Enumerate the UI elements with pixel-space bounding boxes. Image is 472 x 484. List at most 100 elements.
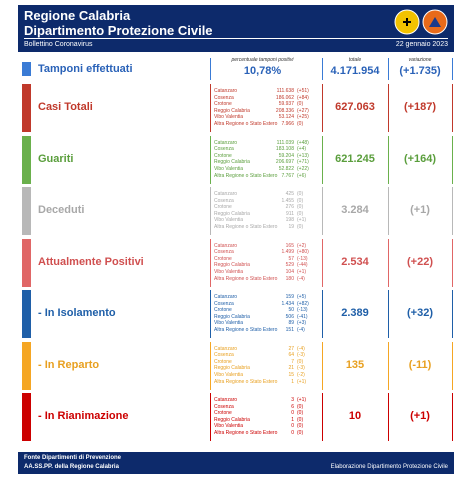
province-value: 64: [288, 352, 294, 359]
province-change: (0): [297, 423, 304, 430]
province-change: (+1): [297, 217, 307, 224]
province-value: 529: [285, 262, 294, 269]
province-change: (0): [297, 416, 304, 423]
province: Altra Regione o Stato Estero: [214, 430, 278, 436]
province: Catanzaro: [214, 242, 238, 249]
province-value: 111.039: [276, 139, 294, 146]
province-value: 19: [288, 224, 294, 230]
province-value: 52.822: [278, 165, 294, 172]
province-value: 3: [291, 397, 294, 403]
divider: [322, 238, 323, 287]
province-value: 198: [285, 217, 294, 224]
province: Catanzaro: [214, 294, 238, 300]
divider: [452, 238, 453, 287]
divider: [322, 341, 323, 390]
province: Catanzaro: [214, 397, 238, 403]
province-value: 27: [288, 345, 294, 352]
province: Cosenza: [214, 300, 234, 307]
province-change: (+5): [297, 294, 307, 300]
divider: [322, 84, 323, 132]
province-change: (+27): [297, 107, 309, 114]
total: 2.389: [341, 307, 369, 319]
province-value: 1.499: [281, 249, 294, 256]
province: Cosenza: [214, 146, 234, 153]
bulletin: Bollettino Coronavirus: [24, 41, 93, 48]
province: Catanzaro: [214, 139, 238, 146]
province-change: (+51): [297, 88, 309, 94]
province-value: 50: [288, 307, 294, 314]
province-value: 208.336: [275, 107, 294, 114]
divider: [388, 135, 389, 184]
province: Vibo Valentia: [214, 320, 244, 327]
province-value: 7.767: [281, 172, 294, 179]
province: Vibo Valentia: [214, 165, 244, 172]
province-value: 57: [288, 255, 294, 262]
province-value: 911: [286, 210, 294, 217]
province-change: (+71): [297, 159, 309, 166]
divider: [388, 393, 389, 441]
province-change: (-44): [297, 262, 308, 269]
province-change: (+22): [297, 165, 309, 172]
section-label: Casi Totali: [38, 101, 93, 113]
province: Altra Regione o Stato Estero: [214, 327, 278, 333]
province: Vibo Valentia: [214, 268, 244, 275]
divider: [388, 58, 389, 80]
change: (+1): [410, 410, 430, 422]
total: 627.063: [335, 101, 375, 113]
province: Altra Regione o Stato Estero: [214, 378, 278, 385]
province: Crotone: [214, 307, 232, 314]
divider: [24, 38, 448, 39]
province: Reggio Calabria: [214, 365, 250, 372]
change: (+22): [407, 255, 433, 268]
divider: [210, 238, 211, 287]
total: 621.245: [335, 152, 375, 165]
province-change: (+25): [297, 114, 309, 121]
province: Catanzaro: [214, 88, 238, 94]
divider: [388, 341, 389, 390]
divider: [388, 187, 389, 235]
province-change: (0): [297, 101, 304, 108]
divider: [210, 135, 211, 184]
divider: [322, 393, 323, 441]
province-change: (0): [297, 403, 304, 410]
province-value: 180: [285, 275, 294, 282]
province-change: (0): [297, 197, 304, 204]
province: Altra Regione o Stato Estero: [214, 224, 278, 230]
section-label: - In Rianimazione: [38, 410, 129, 422]
province-value: 186.062: [275, 94, 294, 101]
title: Regione Calabria: [24, 8, 131, 23]
change: (+32): [407, 307, 433, 319]
province: Altra Regione o Stato Estero: [214, 172, 278, 179]
divider: [452, 135, 453, 184]
change: (+1): [410, 204, 430, 216]
total: 3.284: [341, 204, 369, 216]
province-change: (-3): [297, 365, 305, 372]
province-value: 7: [291, 358, 294, 365]
divider: [452, 393, 453, 441]
section-label: Deceduti: [38, 204, 85, 216]
province-value: 425: [285, 191, 294, 197]
total: 135: [345, 358, 365, 371]
label: Tamponi effettuati: [38, 63, 133, 75]
total: 2.534: [341, 255, 369, 268]
divider: [210, 84, 211, 132]
change: (+164): [403, 152, 437, 165]
province-value: 206.697: [275, 159, 294, 166]
source: AA.SS.PP. della Regione Calabria: [24, 464, 119, 470]
province-change: (0): [297, 430, 304, 436]
province-value: 15: [288, 371, 294, 378]
province: Catanzaro: [214, 345, 238, 352]
caption: variazione: [408, 57, 432, 63]
change: (+1.735): [399, 65, 441, 77]
province: Reggio Calabria: [214, 313, 250, 320]
province-change: (+80): [297, 249, 309, 256]
footer: Fonte Dipartimenti di Prevenzione AA.SS.…: [18, 452, 454, 474]
province: Vibo Valentia: [214, 371, 244, 378]
marker: [22, 135, 31, 184]
marker: [22, 290, 31, 338]
province-change: (-4): [297, 345, 305, 352]
date: 22 gennaio 2023: [395, 41, 448, 48]
province-value: 89: [288, 320, 294, 327]
province: Crotone: [214, 358, 232, 365]
province: Reggio Calabria: [214, 159, 250, 166]
